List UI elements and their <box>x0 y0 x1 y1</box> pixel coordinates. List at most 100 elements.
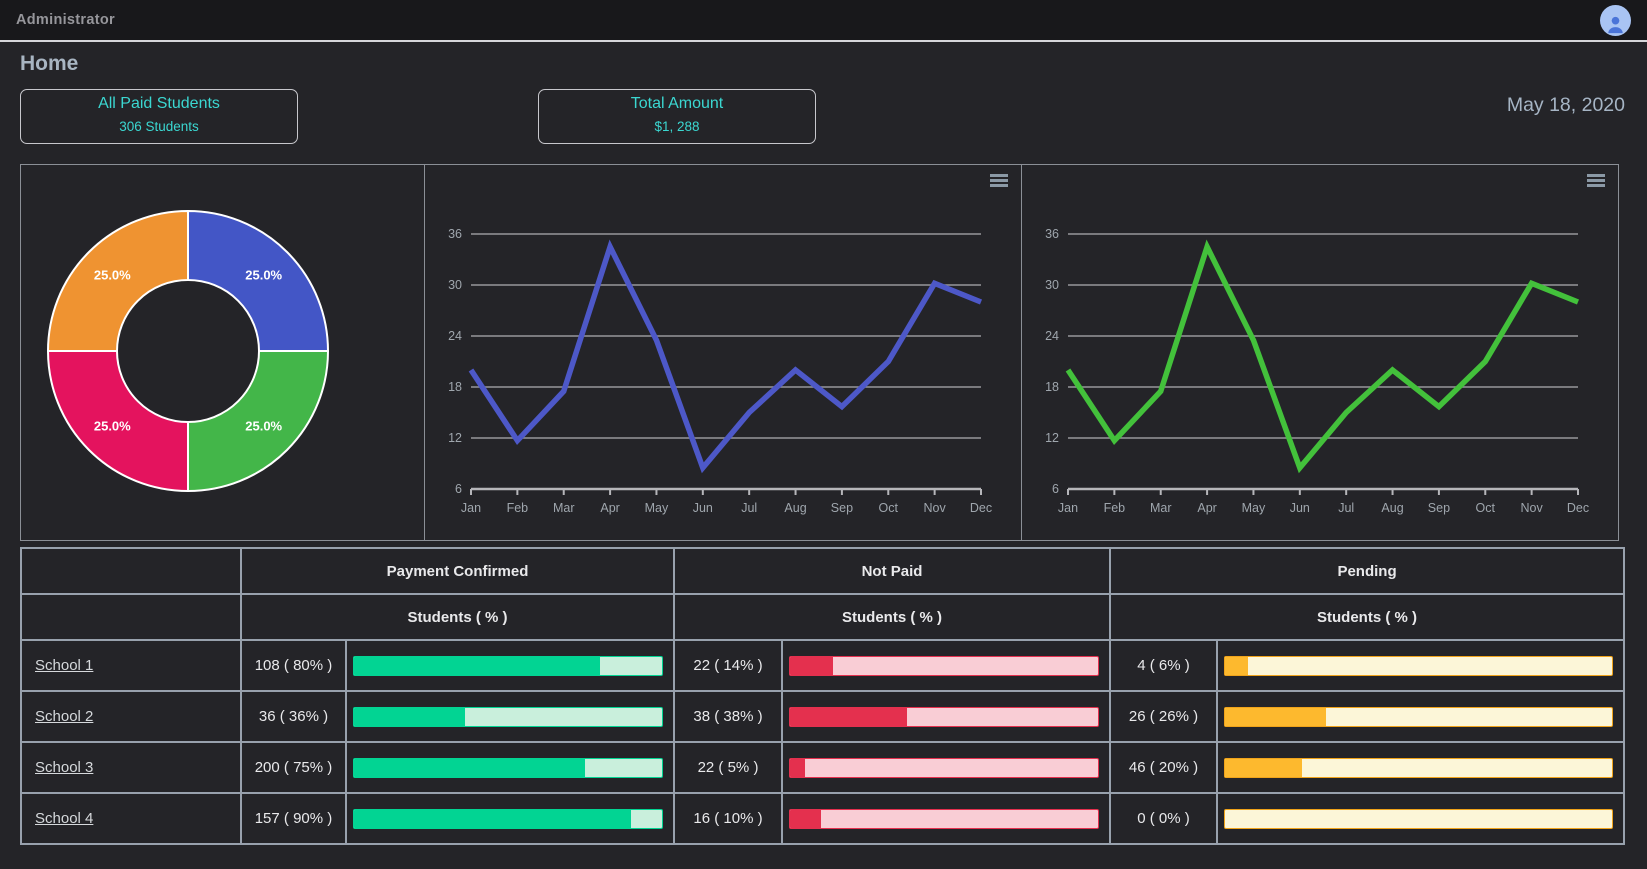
school-name-cell: School 1 <box>20 639 242 692</box>
students-pct-subheader: Students ( % ) <box>673 593 1112 641</box>
pending-header: Pending <box>1109 547 1626 595</box>
confirmed-value-cell: 157 ( 90% ) <box>240 792 347 845</box>
table-row: School 3 200 ( 75% ) 22 ( 5% ) 46 ( 20% ) <box>20 741 1626 794</box>
main-content: Home All Paid Students 306 Students Tota… <box>0 52 1647 845</box>
svg-text:Feb: Feb <box>507 501 529 515</box>
svg-text:Dec: Dec <box>1567 501 1589 515</box>
not_paid-progress-bar <box>789 757 1100 778</box>
school-link[interactable]: School 4 <box>35 810 94 827</box>
not-paid-header: Not Paid <box>673 547 1112 595</box>
top-bar: Administrator <box>0 0 1647 42</box>
confirmed-bar-cell <box>344 792 676 845</box>
user-avatar-button[interactable] <box>1600 4 1631 36</box>
svg-text:May: May <box>645 501 669 515</box>
svg-text:6: 6 <box>1052 482 1059 496</box>
pending-progress-bar <box>1224 757 1614 778</box>
not_paid-progress-bar <box>789 655 1100 676</box>
svg-text:Aug: Aug <box>784 501 806 515</box>
table-row: School 2 36 ( 36% ) 38 ( 38% ) 26 ( 26% ) <box>20 690 1626 743</box>
svg-text:Jun: Jun <box>693 501 713 515</box>
svg-text:6: 6 <box>455 482 462 496</box>
confirmed-value-cell: 36 ( 36% ) <box>240 690 347 743</box>
school-name-cell: School 4 <box>20 792 242 845</box>
svg-text:Jan: Jan <box>1058 501 1078 515</box>
subheader-row: Students ( % ) Students ( % ) Students (… <box>20 593 1626 641</box>
svg-text:Jan: Jan <box>461 501 481 515</box>
confirmed-value-cell: 108 ( 80% ) <box>240 639 347 692</box>
line-chart-green: 6 12 18 24 30 36 Jan Feb Mar Apr May Jun Jul Aug Sep Oc… <box>1045 227 1589 515</box>
card-value: 306 Students <box>119 119 199 134</box>
stats-row: All Paid Students 306 Students Total Amo… <box>20 89 1627 157</box>
svg-text:12: 12 <box>1045 431 1059 445</box>
svg-text:Mar: Mar <box>1150 501 1172 515</box>
pending-value-cell: 46 ( 20% ) <box>1109 741 1219 794</box>
table-row: School 1 108 ( 80% ) 22 ( 14% ) 4 ( 6% ) <box>20 639 1626 692</box>
svg-text:Apr: Apr <box>1197 501 1216 515</box>
svg-text:Jul: Jul <box>741 501 757 515</box>
school-name-cell: School 2 <box>20 690 242 743</box>
pending-progress-bar <box>1224 655 1614 676</box>
svg-text:25.0%: 25.0% <box>94 419 131 434</box>
svg-text:36: 36 <box>1045 227 1059 241</box>
payment-confirmed-header: Payment Confirmed <box>239 547 676 595</box>
pending-bar-cell <box>1216 690 1626 743</box>
not_paid-value-cell: 22 ( 5% ) <box>673 741 784 794</box>
confirmed-progress-bar <box>353 757 664 778</box>
not_paid-progress-bar <box>789 706 1100 727</box>
pending-progress-bar <box>1224 808 1614 829</box>
svg-text:Nov: Nov <box>1521 501 1544 515</box>
svg-text:Jun: Jun <box>1290 501 1310 515</box>
pending-value-cell: 0 ( 0% ) <box>1109 792 1219 845</box>
pending-bar-cell <box>1216 792 1626 845</box>
school-link[interactable]: School 1 <box>35 657 94 674</box>
svg-text:Oct: Oct <box>1476 501 1496 515</box>
svg-text:24: 24 <box>448 329 462 343</box>
students-pct-subheader: Students ( % ) <box>1109 593 1626 641</box>
not_paid-value-cell: 38 ( 38% ) <box>673 690 784 743</box>
students-pct-subheader: Students ( % ) <box>239 593 676 641</box>
svg-text:25.0%: 25.0% <box>245 267 282 282</box>
charts-row: 25.0% 25.0% 25.0% 25.0% 6 12 18 24 30 36 Jan Feb Ma… <box>20 164 1627 541</box>
group-header-row: Payment Confirmed Not Paid Pending <box>20 547 1626 595</box>
svg-text:Sep: Sep <box>1428 501 1450 515</box>
not_paid-bar-cell <box>781 639 1112 692</box>
svg-text:18: 18 <box>1045 380 1059 394</box>
pending-progress-bar <box>1224 706 1614 727</box>
svg-text:30: 30 <box>448 278 462 292</box>
school-link[interactable]: School 2 <box>35 708 94 725</box>
not_paid-value-cell: 16 ( 10% ) <box>673 792 784 845</box>
school-column-header <box>20 547 242 595</box>
chart-menu-icon[interactable] <box>1587 174 1605 190</box>
all-paid-students-card: All Paid Students 306 Students <box>20 89 298 144</box>
svg-text:30: 30 <box>1045 278 1059 292</box>
svg-text:Aug: Aug <box>1381 501 1403 515</box>
svg-text:May: May <box>1242 501 1266 515</box>
confirmed-bar-cell <box>344 741 676 794</box>
svg-text:24: 24 <box>1045 329 1059 343</box>
table-row: School 4 157 ( 90% ) 16 ( 10% ) 0 ( 0% ) <box>20 792 1626 845</box>
pending-bar-cell <box>1216 741 1626 794</box>
not_paid-bar-cell <box>781 741 1112 794</box>
school-name-cell: School 3 <box>20 741 242 794</box>
svg-text:36: 36 <box>448 227 462 241</box>
confirmed-value-cell: 200 ( 75% ) <box>240 741 347 794</box>
donut-chart-panel: 25.0% 25.0% 25.0% 25.0% <box>20 164 425 541</box>
line-chart-panel-2: 6 12 18 24 30 36 Jan Feb Mar Apr May Jun Jul Aug Sep Oc… <box>1021 164 1619 541</box>
current-date-label: May 18, 2020 <box>1506 94 1625 116</box>
svg-text:18: 18 <box>448 380 462 394</box>
donut-chart: 25.0% 25.0% 25.0% 25.0% <box>47 210 329 492</box>
svg-text:Apr: Apr <box>600 501 619 515</box>
schools-payment-table: Payment Confirmed Not Paid Pending Stude… <box>20 547 1626 845</box>
svg-text:12: 12 <box>448 431 462 445</box>
confirmed-progress-bar <box>353 655 664 676</box>
svg-text:Oct: Oct <box>879 501 899 515</box>
not_paid-progress-bar <box>789 808 1100 829</box>
svg-text:25.0%: 25.0% <box>94 267 131 282</box>
line-chart-blue: 6 12 18 24 30 36 Jan Feb Mar Apr May Jun Jul Aug Sep Oc… <box>448 227 992 515</box>
total-amount-card: Total Amount $1, 288 <box>538 89 816 144</box>
school-link[interactable]: School 3 <box>35 759 94 776</box>
line-chart-panel-1: 6 12 18 24 30 36 Jan Feb Mar Apr May Jun Jul Aug Sep Oc… <box>424 164 1022 541</box>
confirmed-bar-cell <box>344 639 676 692</box>
page-title: Home <box>20 52 79 75</box>
chart-menu-icon[interactable] <box>990 174 1008 190</box>
